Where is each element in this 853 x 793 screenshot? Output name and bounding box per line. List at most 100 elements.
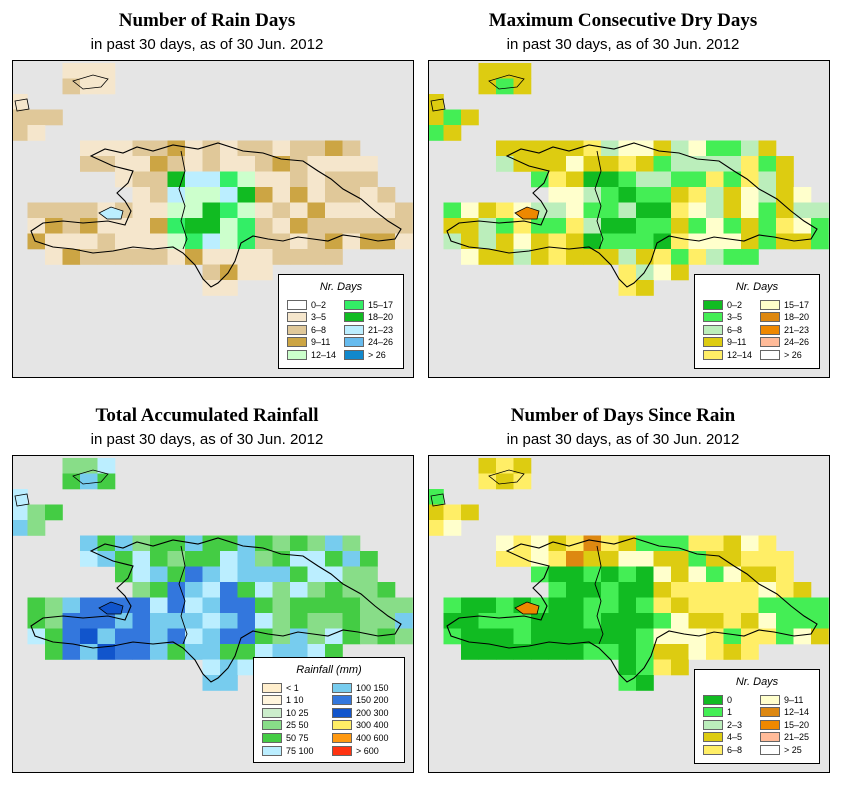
grid-cell: [429, 504, 444, 521]
legend-swatch: [344, 299, 364, 310]
grid-cell: [185, 156, 203, 172]
grid-cell: [653, 264, 672, 281]
grid-cell: [45, 504, 63, 521]
grid-cell: [758, 582, 777, 598]
grid-cell: [496, 156, 514, 172]
grid-cell: [307, 613, 326, 629]
legend-swatch: [332, 695, 352, 706]
legend-item: 6–8: [703, 324, 742, 335]
grid-cell: [290, 597, 308, 614]
legend-label: > 26: [784, 349, 802, 360]
grid-cell: [115, 156, 133, 172]
grid-cell: [150, 597, 168, 614]
grid-cell: [636, 582, 654, 598]
grid-cell: [220, 613, 238, 629]
grid-cell: [531, 156, 549, 172]
grid-cell: [272, 187, 291, 203]
grid-cell: [478, 458, 497, 474]
grid-cell: [307, 171, 326, 188]
grid-cell: [776, 218, 794, 234]
grid-cell: [688, 233, 707, 250]
grid-cell: [13, 504, 28, 521]
grid-cell: [395, 597, 413, 614]
grid-cell: [255, 551, 273, 567]
legend-label: 100 150: [356, 682, 389, 693]
grid-cell: [185, 187, 203, 203]
grid-cell: [653, 597, 672, 614]
grid-cell: [220, 582, 238, 598]
legend-item: 3–5: [703, 312, 742, 323]
grid-cell: [478, 249, 497, 265]
grid-cell: [758, 156, 777, 172]
grid-cell: [758, 566, 777, 583]
grid-cell: [566, 535, 584, 552]
grid-cell: [290, 613, 308, 629]
legend-swatch: [344, 349, 364, 360]
grid-cell: [290, 551, 308, 567]
grid-cell: [27, 125, 46, 141]
grid-cell: [272, 644, 291, 660]
grid-cell: [255, 597, 273, 614]
grid-cell: [758, 140, 777, 157]
grid-cell: [636, 628, 654, 645]
grid-cell: [723, 218, 742, 234]
legend-item: 18–20: [760, 312, 809, 323]
grid-cell: [429, 94, 444, 110]
legend-swatch: [287, 349, 307, 360]
grid-cell: [548, 551, 567, 567]
grid-cell: [793, 597, 812, 614]
grid-cell: [342, 597, 361, 614]
legend-swatch: [760, 299, 780, 310]
grid-cell: [478, 78, 497, 95]
grid-cell: [45, 249, 63, 265]
legend-swatch: [760, 732, 780, 743]
grid-cell: [185, 644, 203, 660]
grid-cell: [395, 628, 413, 645]
grid-cell: [531, 628, 549, 645]
grid-cell: [237, 535, 256, 552]
grid-cell: [237, 597, 256, 614]
grid-cell: [758, 597, 777, 614]
grid-cell: [132, 613, 151, 629]
grid-cell: [342, 566, 361, 583]
grid-cell: [150, 249, 168, 265]
grid-cell: [237, 613, 256, 629]
grid-cell: [45, 597, 63, 614]
grid-cell: [202, 202, 221, 219]
grid-cell: [62, 473, 81, 490]
grid-cell: [758, 551, 777, 567]
grid-cell: [325, 218, 343, 234]
grid-cell: [80, 473, 98, 490]
grid-cell: [741, 218, 759, 234]
grid-cell: [618, 659, 637, 676]
grid-cell: [45, 644, 63, 660]
grid-cell: [671, 218, 689, 234]
grid-cell: [377, 218, 396, 234]
grid-cell: [723, 187, 742, 203]
grid-cell: [290, 218, 308, 234]
legend-label: 12–14: [311, 349, 337, 360]
grid-cell: [97, 628, 116, 645]
grid-cell: [307, 218, 326, 234]
grid-cell: [496, 597, 514, 614]
legend-label: 12–14: [784, 707, 810, 718]
grid-cell: [478, 202, 497, 219]
grid-cell: [360, 551, 378, 567]
grid-cell: [671, 171, 689, 188]
grid-cell: [220, 597, 238, 614]
legend-swatch: [262, 707, 282, 718]
grid-cell: [237, 140, 256, 157]
legend-item: 15–17: [760, 299, 809, 310]
grid-cell: [671, 613, 689, 629]
grid-cell: [636, 535, 654, 552]
grid-cell: [723, 582, 742, 598]
grid-cell: [395, 218, 413, 234]
grid-cell: [513, 613, 532, 629]
grid-cell: [167, 582, 186, 598]
legend-label: 25 50: [286, 720, 309, 731]
grid-cell: [548, 249, 567, 265]
grid-cell: [115, 628, 133, 645]
grid-cell: [80, 140, 98, 157]
grid-cell: [478, 233, 497, 250]
grid-cell: [290, 582, 308, 598]
